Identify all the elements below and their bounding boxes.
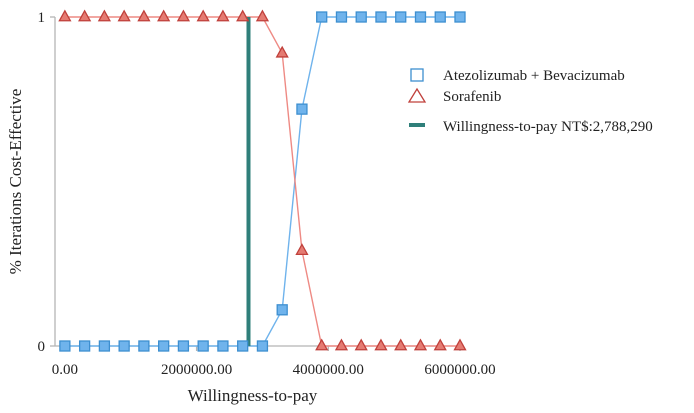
atezolizumab-bevacizumab-point [316,11,328,23]
sorafenib-point [255,9,270,22]
legend-item-atezolizumab-bevacizumab: Atezolizumab + Bevacizumab [410,68,625,84]
atezolizumab-bevacizumab-point [78,340,91,352]
legend-item-willingness-to-pay: Willingness-to-pay NT$:2,788,290 [409,119,653,135]
sorafenib-point [137,9,151,22]
sorafenib-point [157,9,171,22]
y-axis-title: % Iterations Cost-Effective [6,89,25,275]
x-axis-ticks: 0.00 2000000.00 4000000.00 6000000.00 [52,346,496,378]
legend-item-sorafenib: Sorafenib [407,87,501,105]
atezolizumab-bevacizumab-point [59,340,71,352]
sorafenib-point [117,9,131,22]
sorafenib-point [433,338,447,351]
x-axis-title: Willingness-to-pay [188,386,318,405]
sorafenib-point [78,9,92,22]
x-tick-label: 2000000.00 [161,362,232,378]
atezolizumab-bevacizumab-point [414,11,427,23]
atezolizumab-bevacizumab-point [197,340,209,352]
x-tick-label: 6000000.00 [424,362,495,378]
sorafenib-point [236,9,250,22]
sorafenib-point [97,9,111,22]
atezolizumab-bevacizumab-point [375,11,387,23]
y-tick-label: 1 [38,10,46,26]
sorafenib-point [334,338,349,351]
atezolizumab-bevacizumab-point [158,340,170,352]
sorafenib-point [315,338,329,351]
atezolizumab-bevacizumab-point [296,103,308,115]
atezolizumab-bevacizumab-series-line [64,16,460,347]
series-markers [58,9,467,352]
sorafenib-point [374,338,388,351]
sorafenib-point [354,338,368,351]
series-lines [64,16,460,347]
atezolizumab-bevacizumab-point [98,340,111,352]
atezolizumab-bevacizumab-point [217,340,229,352]
atezolizumab-bevacizumab-point [395,11,407,23]
x-tick-label: 0.00 [52,362,78,378]
sorafenib-point [176,9,191,22]
sorafenib-point [216,9,230,22]
sorafenib-point [196,9,210,22]
sorafenib-point [295,243,309,256]
sorafenib-point [394,338,408,351]
y-axis-ticks: 01 [38,10,55,355]
sorafenib-point [413,338,428,351]
atezolizumab-bevacizumab-point [256,340,269,352]
legend-label-atezolizumab-bevacizumab: Atezolizumab + Bevacizumab [443,68,625,84]
legend-triangle-marker [407,87,427,103]
atezolizumab-bevacizumab-point [454,11,466,23]
sorafenib-series-line [64,16,460,347]
atezolizumab-bevacizumab-point [237,340,249,352]
legend: Atezolizumab + Bevacizumab Sorafenib Wil… [407,68,653,135]
sorafenib-point [453,338,467,351]
atezolizumab-bevacizumab-point [118,340,130,352]
plot-area: 0.00 2000000.00 4000000.00 6000000.00 01 [38,9,496,378]
legend-label-sorafenib: Sorafenib [443,89,501,105]
atezolizumab-bevacizumab-point [177,340,190,352]
y-tick-label: 0 [38,339,46,355]
sorafenib-point [275,45,289,58]
atezolizumab-bevacizumab-point [355,11,367,23]
atezolizumab-bevacizumab-point [434,11,446,23]
atezolizumab-bevacizumab-point [276,304,288,316]
x-tick-label: 4000000.00 [293,362,364,378]
atezolizumab-bevacizumab-point [335,11,348,23]
legend-label-willingness-to-pay: Willingness-to-pay NT$:2,788,290 [443,119,653,135]
atezolizumab-bevacizumab-point [138,340,150,352]
sorafenib-point [58,9,72,22]
legend-square-marker [410,68,424,82]
